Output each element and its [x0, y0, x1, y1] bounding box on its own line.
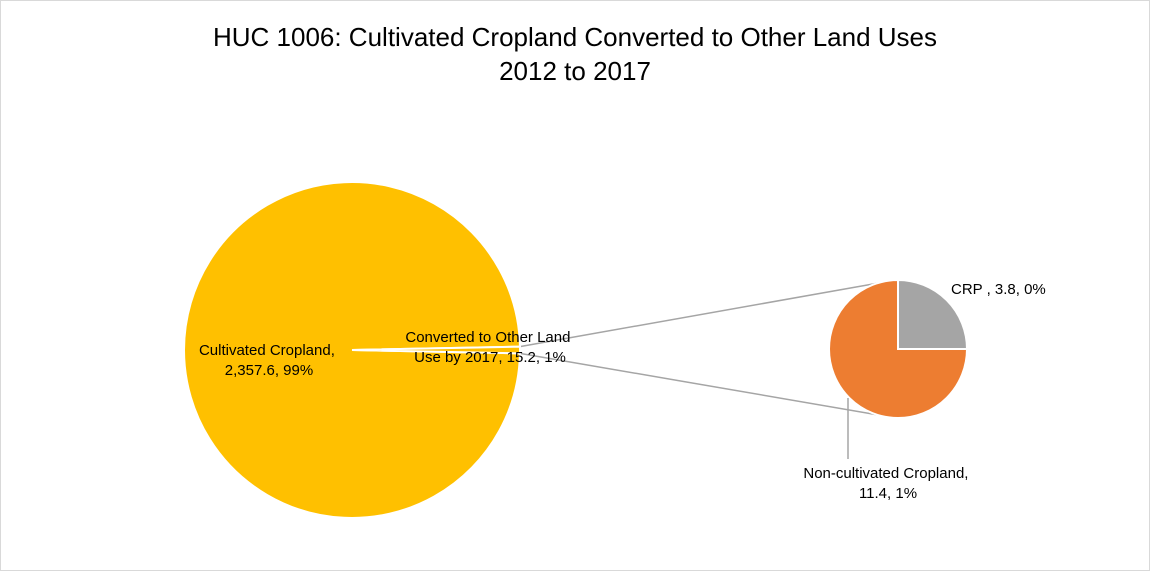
connector-line-top [519, 280, 891, 348]
label-converted-other-land-line-1: Converted to Other Land [405, 329, 570, 346]
connector-lines [519, 280, 891, 418]
pie-slice-converted-other-land [351, 345, 522, 355]
label-cultivated-cropland-line-2: 2,357.6, 99% [225, 362, 313, 379]
label-non-cultivated-cropland: Non-cultivated Cropland, 11.4, 1% [803, 465, 972, 502]
connector-line-bottom [519, 352, 891, 418]
secondary-pie [828, 278, 969, 419]
pie-slice-non-cultivated-cropland [828, 278, 969, 419]
label-non-cultivated-cropland-line-2: 11.4, 1% [859, 485, 917, 502]
label-cultivated-cropland-line-1: Cultivated Cropland, [199, 342, 335, 359]
label-crp-line-1: CRP , 3.8, 0% [951, 281, 1046, 298]
label-converted-other-land-line-2: Use by 2017, 15.2, 1% [414, 349, 566, 366]
chart-title-line-2: 2012 to 2017 [499, 56, 651, 86]
label-crp: CRP , 3.8, 0% [951, 281, 1046, 298]
label-cultivated-cropland: Cultivated Cropland, 2,357.6, 99% [199, 342, 339, 379]
chart-title: HUC 1006: Cultivated Cropland Converted … [0, 20, 1150, 88]
pie-slice-crp [897, 278, 969, 350]
label-converted-other-land: Converted to Other Land Use by 2017, 15.… [405, 329, 574, 366]
label-non-cultivated-cropland-line-1: Non-cultivated Cropland, [803, 465, 968, 482]
chart-title-line-1: HUC 1006: Cultivated Cropland Converted … [212, 22, 938, 52]
main-pie [183, 181, 522, 519]
